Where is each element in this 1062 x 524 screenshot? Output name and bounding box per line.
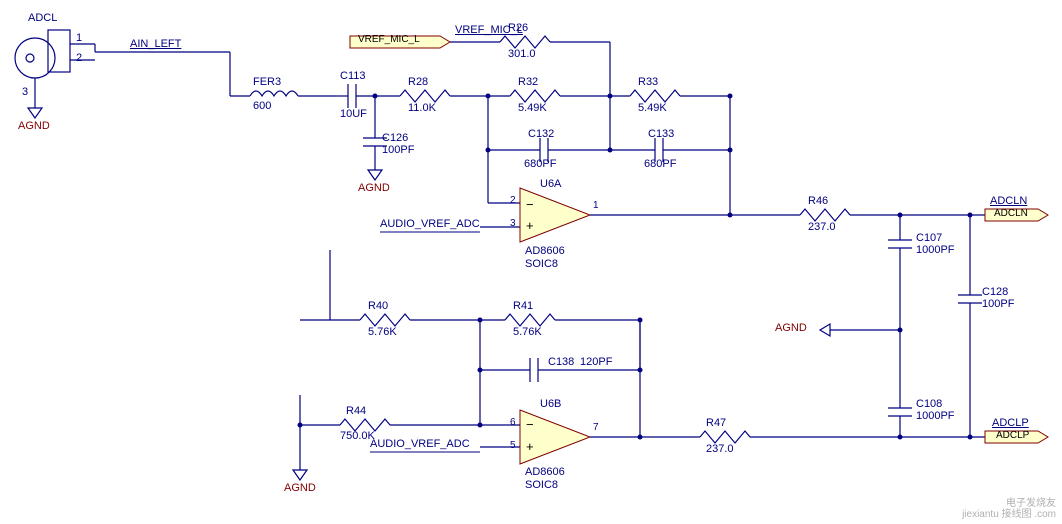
val-r41: 5.76K	[513, 326, 542, 338]
res-r47	[700, 431, 750, 443]
refdes-c108: C108	[916, 398, 942, 410]
u6b-minus: −	[526, 417, 534, 432]
val-c128: 100PF	[982, 298, 1014, 310]
refdes-c113: C113	[340, 70, 365, 82]
refdes-r47: R47	[706, 417, 726, 429]
val-c108: 1000PF	[916, 410, 955, 422]
refdes-r41: R41	[513, 300, 533, 312]
pin-3: 3	[22, 86, 28, 98]
net-vref-mic: VREF_MIC_L	[455, 24, 523, 36]
refdes-r40: R40	[368, 300, 388, 312]
val-r28: 11.0K	[408, 102, 436, 114]
val-fer3: 600	[253, 100, 271, 112]
u6b-pin6: 6	[510, 417, 516, 428]
u6a-part: AD8606	[525, 245, 565, 257]
cap-c113	[335, 84, 375, 108]
refdes-r28: R28	[408, 76, 428, 88]
net-adclp: ADCLP	[992, 417, 1029, 429]
port-adclp-label: ADCLP	[996, 430, 1029, 441]
res-r28	[400, 90, 450, 102]
refdes-r33: R33	[638, 76, 658, 88]
refdes-r32: R32	[518, 76, 538, 88]
u6b-pkg: SOIC8	[525, 479, 558, 491]
ferrite-fer3	[250, 91, 298, 96]
val-r40: 5.76K	[368, 326, 397, 338]
res-r40	[360, 314, 410, 326]
watermark-line1: 电子发烧友	[962, 498, 1056, 509]
res-r41	[505, 314, 555, 326]
refdes-c138: C138	[548, 356, 574, 368]
refdes-u6a: U6A	[540, 178, 561, 190]
connector-adcl	[15, 30, 95, 118]
u6a-pin2: 2	[510, 195, 516, 206]
val-r32: 5.49K	[518, 102, 547, 114]
val-c132: 680PF	[524, 158, 556, 170]
res-r33	[630, 90, 680, 102]
refdes-c128: C128	[982, 286, 1008, 298]
val-c126: 100PF	[382, 144, 414, 156]
refdes-r44: R44	[346, 405, 366, 417]
port-vref-mic-label: VREF_MIC_L	[358, 34, 420, 45]
refdes-u6b: U6B	[540, 398, 561, 410]
u6b-plus: +	[526, 439, 534, 454]
res-r26	[500, 36, 550, 48]
res-r32	[510, 90, 560, 102]
u6a-pin1: 1	[593, 200, 599, 211]
u6a-pkg: SOIC8	[525, 258, 558, 270]
pin-1: 1	[76, 32, 82, 44]
agnd-3: AGND	[775, 322, 807, 334]
watermark: 电子发烧友 jiexiantu 接线图 .com	[962, 498, 1056, 520]
u6b-pin5: 5	[510, 440, 516, 451]
val-r33: 5.49K	[638, 102, 667, 114]
u6b-pin7: 7	[593, 422, 599, 433]
val-c138: 120PF	[580, 356, 612, 368]
port-adcln-label: ADCLN	[994, 208, 1028, 219]
cap-c107	[888, 240, 912, 248]
net-audio-vref-1: AUDIO_VREF_ADC	[380, 218, 480, 230]
watermark-line2: jiexiantu 接线图 .com	[962, 509, 1056, 520]
agnd-1: AGND	[18, 120, 50, 132]
val-r47: 237.0	[706, 443, 734, 455]
val-c107: 1000PF	[916, 244, 955, 256]
net-ain-left: AIN_LEFT	[130, 38, 181, 50]
cap-c138	[530, 358, 538, 382]
u6a-minus: −	[526, 197, 534, 212]
pin-2: 2	[76, 52, 82, 64]
cap-c128	[958, 295, 982, 303]
u6b-part: AD8606	[525, 466, 565, 478]
res-r46	[800, 209, 850, 221]
val-r46: 237.0	[808, 221, 836, 233]
val-c113: 10UF	[340, 108, 367, 120]
refdes-c133: C133	[648, 128, 674, 140]
refdes-fer3: FER3	[253, 76, 281, 88]
val-c133: 680PF	[644, 158, 676, 170]
agnd-4: AGND	[284, 482, 316, 494]
net-audio-vref-2: AUDIO_VREF_ADC	[370, 438, 470, 450]
net-adcln: ADCLN	[990, 195, 1027, 207]
refdes-c107: C107	[916, 232, 942, 244]
cap-c108	[888, 408, 912, 416]
refdes-adcl: ADCL	[28, 12, 57, 24]
u6a-pin3: 3	[510, 218, 516, 229]
refdes-c126: C126	[382, 132, 408, 144]
u6a-plus: +	[526, 218, 534, 233]
refdes-c132: C132	[528, 128, 554, 140]
agnd-2: AGND	[358, 182, 390, 194]
val-r26: 301.0	[508, 48, 536, 60]
refdes-r46: R46	[808, 195, 828, 207]
